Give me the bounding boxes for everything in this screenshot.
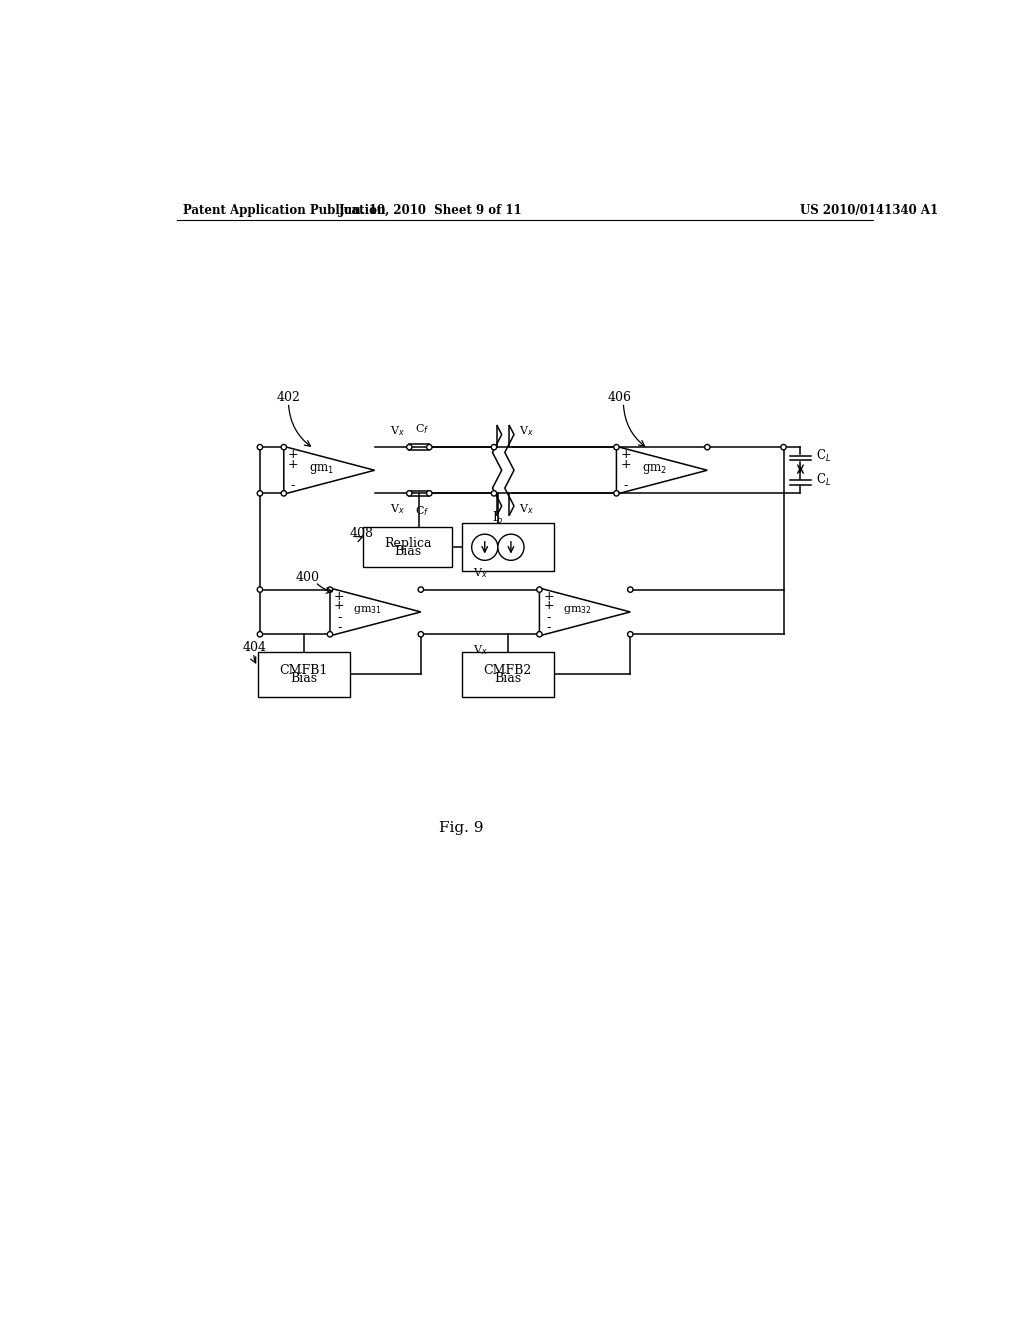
- Text: CMFB1: CMFB1: [280, 664, 328, 677]
- Text: +: +: [334, 599, 344, 612]
- Text: +: +: [334, 590, 344, 603]
- Text: 406: 406: [608, 391, 632, 404]
- Text: CMFB2: CMFB2: [483, 664, 532, 677]
- Text: C$_f$: C$_f$: [415, 422, 429, 437]
- Circle shape: [628, 587, 633, 593]
- Text: -: -: [291, 479, 295, 492]
- Text: 400: 400: [296, 570, 321, 583]
- Circle shape: [781, 445, 786, 450]
- Text: V$_x$: V$_x$: [519, 503, 534, 516]
- Circle shape: [705, 445, 710, 450]
- Circle shape: [328, 587, 333, 593]
- Text: Bias: Bias: [394, 545, 421, 558]
- Text: -: -: [547, 620, 551, 634]
- Circle shape: [407, 491, 412, 496]
- Bar: [258, 652, 350, 697]
- Text: +: +: [288, 449, 298, 462]
- Circle shape: [613, 491, 620, 496]
- Circle shape: [407, 445, 412, 450]
- Text: Fig. 9: Fig. 9: [439, 821, 484, 836]
- Text: -: -: [624, 479, 628, 492]
- Text: +: +: [288, 458, 298, 471]
- Circle shape: [257, 491, 262, 496]
- Text: gm$_1$: gm$_1$: [309, 462, 334, 475]
- Text: -: -: [337, 620, 341, 634]
- Text: V$_x$: V$_x$: [519, 424, 534, 438]
- Circle shape: [282, 445, 287, 450]
- Circle shape: [257, 631, 262, 638]
- Text: -: -: [337, 611, 341, 624]
- Text: +: +: [621, 458, 631, 471]
- Circle shape: [472, 535, 498, 561]
- Bar: [462, 524, 554, 572]
- Text: gm$_{32}$: gm$_{32}$: [563, 605, 592, 616]
- Text: V$_x$: V$_x$: [473, 566, 487, 581]
- Text: C$_f$: C$_f$: [415, 504, 429, 517]
- Text: gm$_{31}$: gm$_{31}$: [353, 605, 382, 616]
- Circle shape: [498, 535, 524, 561]
- Circle shape: [328, 631, 333, 638]
- Circle shape: [427, 445, 432, 450]
- Bar: [462, 652, 554, 697]
- Text: C$_L$: C$_L$: [816, 473, 831, 488]
- Text: 408: 408: [350, 527, 374, 540]
- Text: gm$_2$: gm$_2$: [642, 462, 667, 475]
- Text: +: +: [544, 590, 554, 603]
- Text: 402: 402: [276, 391, 301, 404]
- Text: C$_L$: C$_L$: [816, 447, 831, 463]
- Circle shape: [492, 445, 497, 450]
- Text: 404: 404: [243, 640, 266, 653]
- Circle shape: [257, 587, 262, 593]
- Text: Bias: Bias: [290, 672, 317, 685]
- Text: +: +: [621, 449, 631, 462]
- Text: -: -: [547, 611, 551, 624]
- Circle shape: [537, 631, 542, 638]
- Text: Replica: Replica: [384, 536, 431, 549]
- Text: I$_b$: I$_b$: [493, 511, 504, 527]
- Circle shape: [628, 631, 633, 638]
- Circle shape: [427, 491, 432, 496]
- Text: +: +: [544, 599, 554, 612]
- Bar: [364, 527, 452, 568]
- Text: Bias: Bias: [495, 672, 521, 685]
- Text: Jun. 10, 2010  Sheet 9 of 11: Jun. 10, 2010 Sheet 9 of 11: [339, 205, 522, 218]
- Text: V$_x$: V$_x$: [390, 503, 406, 516]
- Circle shape: [257, 445, 262, 450]
- Circle shape: [537, 587, 542, 593]
- Text: Patent Application Publication: Patent Application Publication: [183, 205, 385, 218]
- Text: V$_x$: V$_x$: [390, 424, 406, 438]
- Circle shape: [418, 587, 424, 593]
- Circle shape: [613, 445, 620, 450]
- Circle shape: [282, 491, 287, 496]
- Circle shape: [492, 491, 497, 496]
- Text: US 2010/0141340 A1: US 2010/0141340 A1: [801, 205, 939, 218]
- Text: V$_x$: V$_x$: [473, 644, 487, 657]
- Circle shape: [418, 631, 424, 638]
